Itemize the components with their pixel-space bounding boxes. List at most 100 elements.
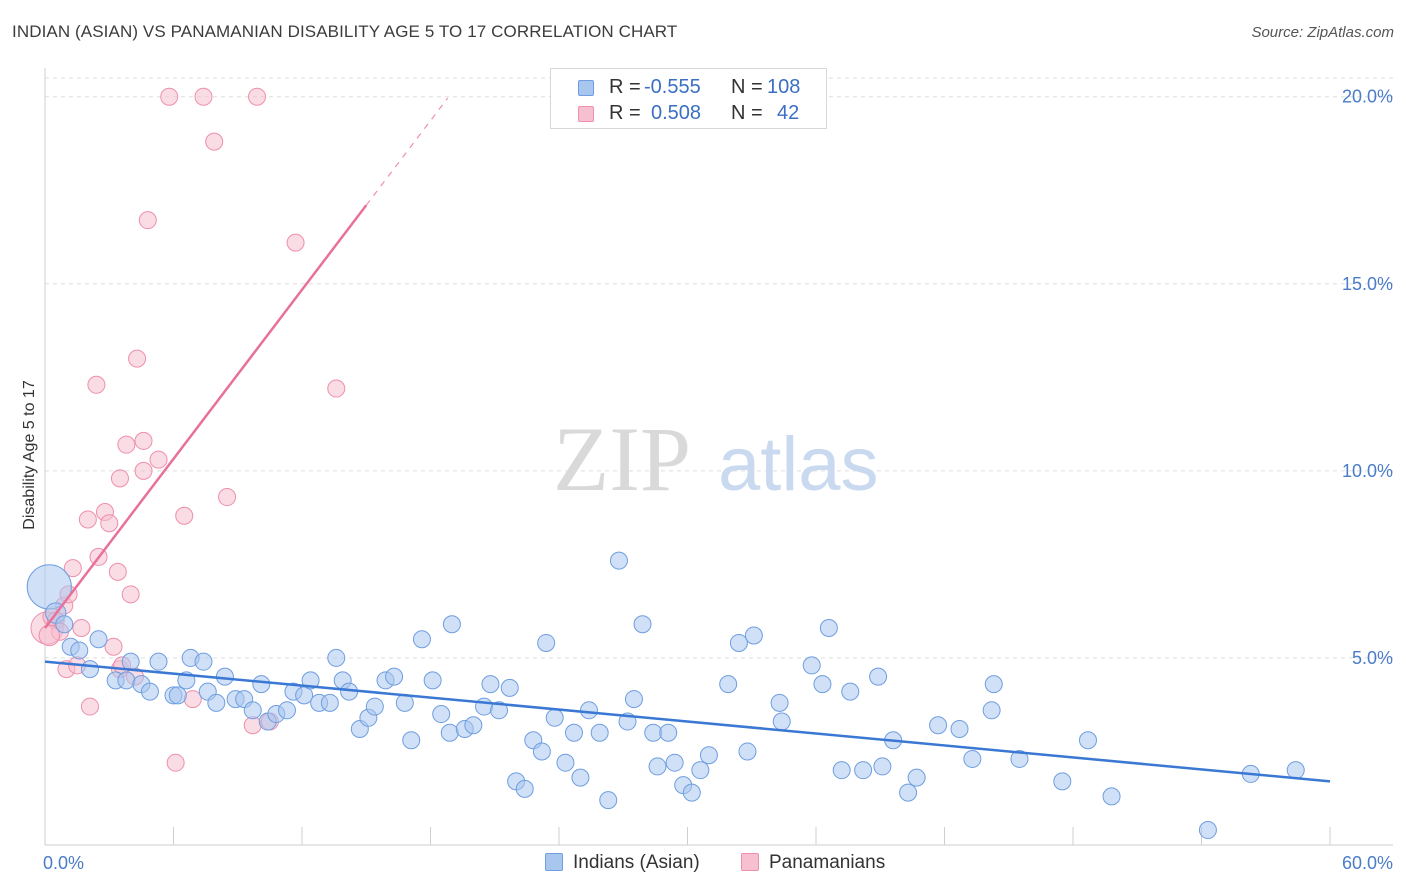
indian-point bbox=[440, 723, 459, 742]
indian-point bbox=[402, 731, 421, 750]
indian-point bbox=[1078, 731, 1097, 750]
legend-swatch-panamanians bbox=[578, 106, 594, 122]
indian-point bbox=[907, 768, 926, 787]
indian-point bbox=[564, 723, 583, 742]
panamanian-point bbox=[80, 697, 99, 716]
y-tick-label: 5.0% bbox=[1352, 648, 1393, 668]
trend-line-panamanians-extension bbox=[365, 97, 449, 206]
indian-point bbox=[55, 615, 74, 634]
indian-point bbox=[423, 671, 442, 690]
panamanian-point bbox=[243, 716, 262, 735]
y-tick-label: 10.0% bbox=[1342, 461, 1393, 481]
panamanian-point bbox=[128, 349, 147, 368]
legend-n-label: N = bbox=[731, 76, 763, 98]
indian-point bbox=[149, 652, 168, 671]
indian-point bbox=[1198, 821, 1217, 840]
indian-point bbox=[869, 667, 888, 686]
panamanian-point bbox=[110, 469, 129, 488]
panamanian-point bbox=[286, 233, 305, 252]
series-indians-points bbox=[26, 551, 1305, 840]
indian-point bbox=[1286, 761, 1305, 780]
panamanian-point bbox=[248, 87, 267, 106]
correlation-legend: R = -0.555 N = 108 R = 0.508 N = 42 bbox=[550, 68, 827, 129]
indian-point bbox=[532, 742, 551, 761]
indian-point bbox=[365, 697, 384, 716]
indian-point bbox=[168, 686, 187, 705]
panamanian-point bbox=[104, 637, 123, 656]
panamanian-point bbox=[72, 618, 91, 637]
tick-labels: 5.0% 10.0% 15.0% 20.0% 0.0% 60.0% bbox=[43, 87, 1393, 873]
indian-point bbox=[545, 708, 564, 727]
indian-point bbox=[819, 618, 838, 637]
chart-title: INDIAN (ASIAN) VS PANAMANIAN DISABILITY … bbox=[12, 22, 678, 41]
indian-point bbox=[719, 675, 738, 694]
indian-point bbox=[744, 626, 763, 645]
panamanian-point bbox=[78, 510, 97, 529]
indian-point bbox=[278, 701, 297, 720]
indian-point bbox=[854, 761, 873, 780]
y-tick-label: 15.0% bbox=[1342, 274, 1393, 294]
panamanian-point bbox=[138, 211, 157, 230]
legend-swatch-indians bbox=[578, 80, 594, 96]
legend-r-value-panamanians: 0.508 bbox=[651, 102, 702, 124]
panamanian-point bbox=[121, 585, 140, 604]
series-panamanians-points bbox=[30, 87, 346, 772]
indian-point bbox=[665, 753, 684, 772]
indian-point bbox=[899, 783, 918, 802]
indian-point bbox=[481, 675, 500, 694]
panamanian-point bbox=[87, 375, 106, 394]
panamanian-point bbox=[100, 514, 119, 533]
indian-point bbox=[70, 641, 89, 660]
indian-point bbox=[841, 682, 860, 701]
panamanian-point bbox=[194, 87, 213, 106]
panamanian-point bbox=[134, 431, 153, 450]
trend-line-panamanians bbox=[44, 204, 368, 629]
indian-point bbox=[515, 779, 534, 798]
indian-point bbox=[89, 630, 108, 649]
indian-point bbox=[556, 753, 575, 772]
indian-point bbox=[385, 667, 404, 686]
panamanian-point bbox=[108, 562, 127, 581]
legend-r-label: R = bbox=[609, 102, 641, 124]
panamanian-point bbox=[183, 690, 202, 709]
indian-point bbox=[80, 660, 99, 679]
indian-point bbox=[624, 690, 643, 709]
trend-line-indians bbox=[44, 660, 1331, 783]
bottom-legend-swatch-indians bbox=[545, 853, 563, 871]
legend-n-label: N = bbox=[731, 102, 763, 124]
watermark-atlas: atlas bbox=[718, 422, 879, 507]
indian-point bbox=[475, 697, 494, 716]
y-tick-label: 20.0% bbox=[1342, 87, 1393, 107]
indian-point bbox=[682, 783, 701, 802]
watermark: ZIP atlas bbox=[553, 408, 879, 510]
indian-point bbox=[295, 686, 314, 705]
indian-point bbox=[738, 742, 757, 761]
panamanian-point bbox=[205, 132, 224, 151]
panamanian-point bbox=[327, 379, 346, 398]
indian-point bbox=[579, 701, 598, 720]
indian-point bbox=[813, 675, 832, 694]
bottom-legend-label-panamanians: Panamanians bbox=[769, 852, 886, 873]
indian-point bbox=[1053, 772, 1072, 791]
indian-point bbox=[729, 633, 748, 652]
bottom-legend-swatch-panamanians bbox=[741, 853, 759, 871]
bottom-legend-panamanians[interactable]: Panamanians bbox=[741, 852, 885, 874]
trend-lines bbox=[44, 97, 1331, 783]
indian-point bbox=[252, 675, 271, 694]
bottom-legend-indians[interactable]: Indians (Asian) bbox=[545, 852, 700, 874]
indian-point bbox=[982, 701, 1001, 720]
watermark-zip: ZIP bbox=[553, 408, 691, 510]
indian-point bbox=[412, 630, 431, 649]
panamanian-point bbox=[160, 87, 179, 106]
indian-point bbox=[691, 761, 710, 780]
indian-point bbox=[648, 757, 667, 776]
x-tick-label-min: 0.0% bbox=[43, 853, 84, 873]
legend-n-value-indians: 108 bbox=[767, 76, 801, 98]
indian-point bbox=[117, 671, 136, 690]
indian-point bbox=[464, 716, 483, 735]
panamanian-point bbox=[175, 506, 194, 525]
indian-point bbox=[442, 615, 461, 634]
panamanian-point bbox=[149, 450, 168, 469]
panamanian-point bbox=[218, 488, 237, 507]
indian-point bbox=[950, 720, 969, 739]
